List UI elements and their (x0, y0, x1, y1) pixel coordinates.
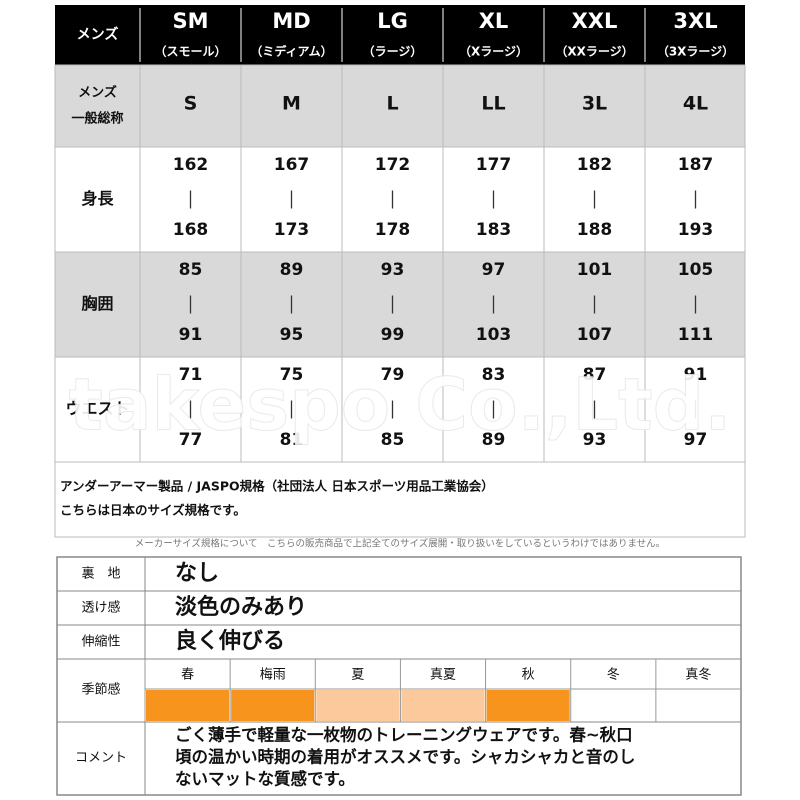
spec-border (56, 556, 742, 796)
range-min: 182 (577, 155, 613, 175)
size-general: 4L (683, 93, 708, 115)
spec-label: 季節感 (81, 682, 120, 698)
range-min: 91 (684, 365, 708, 385)
range-max: 89 (482, 430, 506, 450)
size-name: （XXラージ） (555, 44, 633, 59)
range-min: 83 (482, 365, 506, 385)
season-name: 春 (181, 668, 194, 683)
range-max: 193 (678, 220, 714, 240)
spec-label: コメント (75, 751, 127, 766)
range-max: 99 (381, 325, 405, 345)
size-code: XL (479, 9, 509, 33)
spec-value: 良く伸びる (175, 628, 285, 654)
range-max: 77 (179, 430, 203, 450)
spec-label: 伸縮性 (81, 634, 120, 650)
row-bg (54, 251, 746, 358)
row-bg (54, 64, 746, 148)
range-max: 93 (583, 430, 607, 450)
range-min: 105 (678, 260, 714, 280)
range-max: 85 (381, 430, 405, 450)
range-min: 172 (375, 155, 411, 175)
range-max: 183 (476, 220, 512, 240)
row-label: 胸囲 (81, 294, 113, 313)
spec-value: 淡色のみあり (175, 594, 307, 620)
comment-line: ないマットな質感です。 (175, 769, 355, 789)
range-min: 79 (381, 365, 405, 385)
range-min: 97 (482, 260, 506, 280)
size-code: MD (272, 9, 310, 33)
season-level (146, 690, 230, 721)
row-label: 身長 (81, 189, 114, 208)
spec-label: 透け感 (81, 600, 120, 616)
range-min: 89 (280, 260, 304, 280)
size-general: 3L (582, 93, 607, 115)
range-min: 187 (678, 155, 714, 175)
season-level (231, 690, 315, 721)
size-general: L (386, 93, 398, 115)
comment-line: 頃の温かい時期の着用がオススメです。シャカシャカと音のし (175, 747, 635, 767)
season-level (401, 690, 485, 721)
size-name: （Xラージ） (459, 44, 528, 59)
notes-box (54, 461, 746, 538)
size-name: （スモール） (154, 44, 226, 59)
size-name: （3Xラージ） (657, 44, 734, 59)
size-code: XXL (572, 9, 618, 33)
size-code: LG (377, 9, 408, 33)
note: アンダーアーマー製品 / JASPO規格（社団法人 日本スポーツ用品工業協会） (60, 479, 494, 494)
row-bg (54, 146, 746, 253)
season-level (316, 690, 400, 721)
range-max: 188 (577, 220, 613, 240)
season-name: 夏 (351, 668, 364, 683)
row-label: ウエスト (65, 399, 129, 418)
corner-label: メンズ (77, 26, 119, 43)
range-max: 81 (280, 430, 304, 450)
row-label: 一般総称 (71, 111, 123, 127)
season-level (571, 690, 655, 721)
range-max: 168 (173, 220, 209, 240)
season-name: 秋 (522, 668, 535, 683)
watermark: takespo Co.,Ltd. (69, 363, 732, 447)
season-name: 真冬 (685, 667, 711, 683)
range-min: 167 (274, 155, 310, 175)
season-name: 梅雨 (260, 668, 286, 683)
size-general: M (282, 93, 301, 115)
spec-label: 裏 地 (81, 567, 120, 582)
size-general: S (184, 93, 198, 115)
row-label: メンズ (78, 85, 117, 101)
range-max: 111 (678, 325, 714, 345)
spec-value: なし (175, 561, 219, 586)
range-min: 85 (179, 260, 203, 280)
size-code: 3XL (673, 9, 717, 33)
range-max: 107 (577, 325, 613, 345)
range-min: 177 (476, 155, 512, 175)
size-general: LL (481, 93, 505, 115)
season-level (656, 690, 740, 721)
size-code: SM (172, 9, 208, 33)
range-max: 173 (274, 220, 310, 240)
range-min: 93 (381, 260, 405, 280)
range-max: 91 (179, 325, 203, 345)
note: こちらは日本のサイズ規格です。 (60, 503, 246, 518)
range-max: 103 (476, 325, 512, 345)
header-bg (55, 5, 745, 65)
range-max: 95 (280, 325, 304, 345)
disclaimer: メーカーサイズ規格について こちらの販売商品で上記全てのサイズ展開・取り扱いをし… (135, 538, 665, 550)
row-bg (54, 356, 746, 463)
season-name: 真夏 (430, 668, 456, 683)
season-name: 冬 (607, 667, 620, 683)
range-min: 87 (583, 365, 607, 385)
range-min: 71 (179, 365, 203, 385)
range-max: 97 (684, 430, 708, 450)
range-min: 101 (577, 260, 613, 280)
comment-line: ごく薄手で軽量な一枚物のトレーニングウェアです。春~秋口 (175, 725, 633, 745)
range-max: 178 (375, 220, 411, 240)
size-name: （ラージ） (363, 44, 423, 59)
range-min: 75 (280, 365, 304, 385)
range-min: 162 (173, 155, 209, 175)
season-level (486, 690, 570, 721)
size-name: （ミディアム） (250, 44, 332, 59)
